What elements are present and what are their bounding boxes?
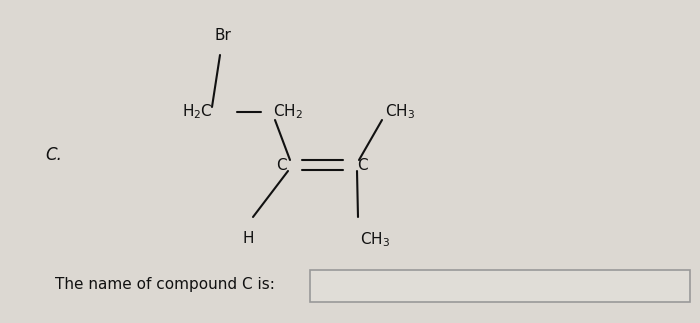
Text: Br: Br [215, 28, 232, 43]
Text: C.: C. [45, 146, 62, 164]
Text: The name of compound C is:: The name of compound C is: [55, 277, 275, 293]
Text: $\mathrm{H}$: $\mathrm{H}$ [242, 230, 254, 246]
Bar [310, 270, 690, 302]
Text: $\mathrm{C}$: $\mathrm{C}$ [357, 157, 369, 173]
Text: $\mathrm{CH_2}$: $\mathrm{CH_2}$ [273, 103, 303, 121]
Text: $\mathrm{C}$: $\mathrm{C}$ [276, 157, 288, 173]
Text: $\mathrm{CH_3}$: $\mathrm{CH_3}$ [385, 103, 415, 121]
Text: $\mathrm{H_2C}$: $\mathrm{H_2C}$ [182, 103, 213, 121]
Text: $\mathrm{CH_3}$: $\mathrm{CH_3}$ [360, 230, 390, 249]
